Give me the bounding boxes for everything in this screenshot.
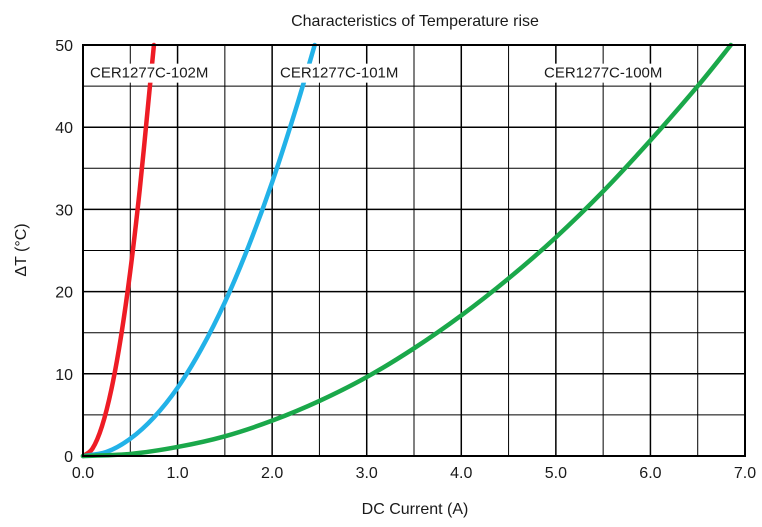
plot-frame [82,44,746,457]
x-tick-label: 6.0 [639,465,661,482]
x-tick-label: 2.0 [261,465,283,482]
y-tick-labels: 0 10 20 30 40 50 [55,38,73,466]
x-tick-label: 4.0 [450,465,472,482]
series-labels: CER1277C-102M CER1277C-101M CER1277C-100M [87,63,666,83]
series-label-background [541,63,666,83]
series-label-background [87,63,212,83]
x-tick-label: 7.0 [734,465,756,482]
y-axis-label: ΔT (°C) [13,223,30,276]
y-tick-label: 10 [55,367,73,384]
series-label: CER1277C-101M [280,65,398,82]
series-line-2 [80,42,317,459]
x-tick-label: 0.0 [72,465,94,482]
series-line-3 [80,42,734,459]
x-tick-labels: 0.0 1.0 2.0 3.0 4.0 5.0 6.0 7.0 [72,465,756,482]
y-tick-label: 20 [55,285,73,302]
series-label: CER1277C-100M [544,65,662,82]
x-tick-label: 5.0 [545,465,567,482]
x-axis-label: DC Current (A) [362,501,469,518]
grid [83,45,745,456]
y-tick-label: 40 [55,120,73,137]
series-lines [80,42,734,459]
y-tick-label: 0 [64,449,73,466]
chart-title: Characteristics of Temperature rise [291,13,539,30]
series-line-1 [80,42,157,459]
series-label-background [277,63,402,83]
x-tick-label: 3.0 [356,465,378,482]
y-tick-label: 30 [55,202,73,219]
series-label: CER1277C-102M [90,65,208,82]
x-tick-label: 1.0 [166,465,188,482]
y-tick-label: 50 [55,38,73,55]
